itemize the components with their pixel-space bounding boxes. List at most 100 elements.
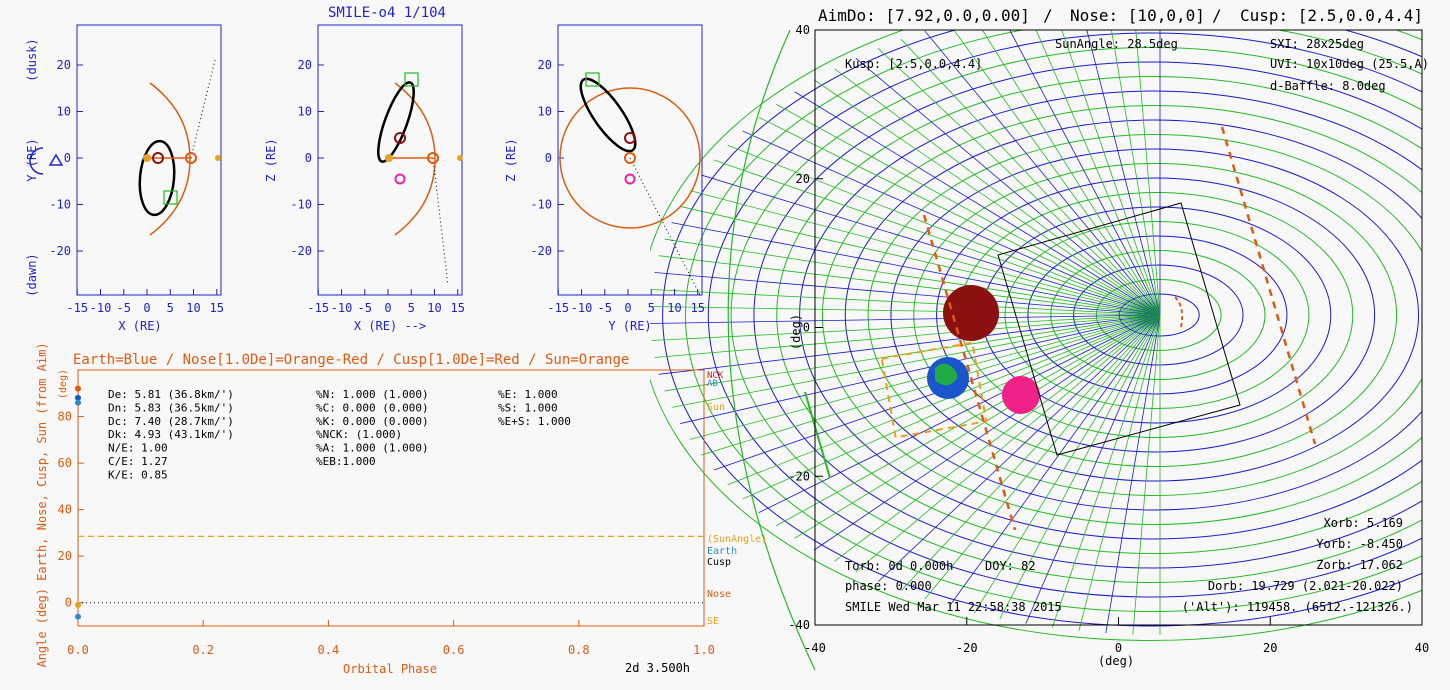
- xz-cusp-south: [394, 173, 406, 185]
- phase-label: phase: 0.000: [845, 579, 932, 593]
- x-tick-label: 10: [667, 301, 681, 315]
- angle-markers: [75, 385, 81, 620]
- orbit-title: SMILE-o4 1/104: [328, 5, 446, 21]
- y-tick-label: 10: [298, 105, 312, 119]
- grid-spoke: [664, 238, 1161, 316]
- x-tick-label: 15: [210, 301, 224, 315]
- stat-col1-line: Dc: 7.40 (28.7km/'): [108, 415, 234, 428]
- grid-spoke: [1051, 314, 1161, 628]
- stat-col2-line: %C: 0.000 (0.000): [316, 401, 429, 414]
- grid-spoke: [775, 314, 1161, 527]
- x-tick-label: 15: [451, 301, 465, 315]
- grid-spoke: [758, 314, 1161, 513]
- stat-col3-line: %E: 1.000: [498, 388, 558, 401]
- angle-ticks: 0.0 0.2 0.4 0.6 0.8 1.0 0 20 40 60 80: [58, 410, 715, 657]
- angle-marker: [75, 394, 81, 401]
- sky-x-tick-label: -20: [956, 641, 978, 655]
- grid-spoke: [834, 314, 1161, 562]
- sun-body: [1002, 376, 1040, 414]
- grid-spoke: [654, 272, 1161, 316]
- sky-ylabel: (deg): [789, 314, 803, 350]
- grid-ring: [730, 47, 1422, 583]
- grid-spoke: [664, 314, 1161, 392]
- grid-spoke: [671, 222, 1161, 316]
- xz-sun: [457, 155, 463, 161]
- grid-ring: [890, 148, 1420, 482]
- y-tick-label: 0: [64, 151, 71, 165]
- x-tick-label: -15: [547, 301, 569, 315]
- angle-ylabel-unit: (deg): [58, 369, 69, 399]
- stat-col2-line: %A: 1.000 (1.000): [316, 442, 429, 455]
- y-tick-label: 20: [538, 58, 552, 72]
- grid-spoke: [742, 130, 1161, 316]
- alt-label: ('Alt'): 119458. (6512.-121326.): [1182, 600, 1413, 614]
- grid-spoke: [742, 314, 1161, 500]
- stat-col1-line: Dn: 5.83 (36.5km/'): [108, 401, 234, 414]
- xy-dawn: (dawn): [25, 253, 39, 296]
- grid-spoke: [727, 144, 1161, 316]
- yz-ylabel: Z (RE): [504, 138, 518, 181]
- grid-spoke: [1132, 314, 1161, 635]
- sky-limb: [727, 30, 816, 670]
- angle-title: Earth=Blue / Nose[1.0De]=Orange-Red / Cu…: [73, 352, 629, 368]
- grid-spoke: [1035, 30, 1161, 316]
- grid-ring: [1004, 221, 1310, 409]
- grid-ring: [844, 119, 1422, 511]
- angle-marker: [75, 613, 81, 620]
- xy-dusk: (dusk): [25, 38, 39, 81]
- grid-spoke: [658, 255, 1161, 316]
- sky-header: AimDo: [7.92,0.0,0.00] / Nose: [10,0,0] …: [818, 6, 1423, 25]
- xz-sunline: [432, 157, 449, 286]
- grid-ring: [867, 134, 1422, 496]
- stat-col1-line: C/E: 1.27: [108, 455, 168, 468]
- baffle-line-1: [1220, 126, 1317, 445]
- grid-spoke: [1105, 314, 1161, 634]
- header-sep-1: /: [1043, 6, 1053, 25]
- grid-ring: [662, 30, 1422, 627]
- grid-spoke: [650, 306, 1161, 316]
- x-tick-label: 5: [408, 301, 415, 315]
- x-tick-label: 5: [648, 301, 655, 315]
- x-tick-label: 0: [384, 301, 391, 315]
- yorb-label: Yorb: -8.450: [1316, 537, 1403, 551]
- angle-xlabel: Orbital Phase: [343, 662, 437, 676]
- grid-spoke: [1086, 30, 1161, 316]
- grid-spoke: [877, 48, 1161, 316]
- angle-x-tick-label: 1.0: [693, 643, 715, 657]
- grid-ring: [753, 61, 1422, 569]
- grid-spoke: [713, 159, 1161, 316]
- yz-magnetopause: [559, 87, 701, 229]
- angle-y-tick-label: 80: [58, 410, 72, 424]
- y-tick-label: -20: [49, 244, 71, 258]
- grid-ring: [776, 76, 1422, 554]
- doy-label: DOY: 82: [985, 559, 1036, 573]
- header-sep-2: /: [1212, 6, 1222, 25]
- angle-x-tick-label: 0.8: [568, 643, 590, 657]
- yz-orbit: [579, 77, 637, 153]
- y-tick-label: -20: [530, 244, 552, 258]
- baffle-line-2: [922, 214, 1017, 531]
- x-tick-label: -10: [90, 301, 112, 315]
- nose-body: [943, 285, 999, 341]
- grid-spoke: [658, 314, 1161, 375]
- grid-spoke: [813, 79, 1161, 316]
- header-nose: Nose: [10,0,0]: [1070, 6, 1205, 25]
- rlabel-se: SE: [707, 616, 719, 627]
- xorb-label: Xorb: 5.169: [1324, 516, 1403, 530]
- y-tick-label: -10: [290, 198, 312, 212]
- grid-spoke: [1078, 314, 1161, 632]
- y-tick-label: 20: [298, 58, 312, 72]
- rlabel-ab: AB: [707, 379, 718, 389]
- grid-ring: [822, 105, 1422, 525]
- xy-cusp: [152, 152, 164, 164]
- grid-spoke: [1061, 30, 1161, 316]
- grid-spoke: [650, 314, 1161, 324]
- grid-spoke: [1009, 30, 1161, 316]
- x-tick-label: 5: [167, 301, 174, 315]
- stats-block: De: 5.81 (36.8km/')Dn: 5.83 (36.5km/')Dc…: [108, 388, 571, 481]
